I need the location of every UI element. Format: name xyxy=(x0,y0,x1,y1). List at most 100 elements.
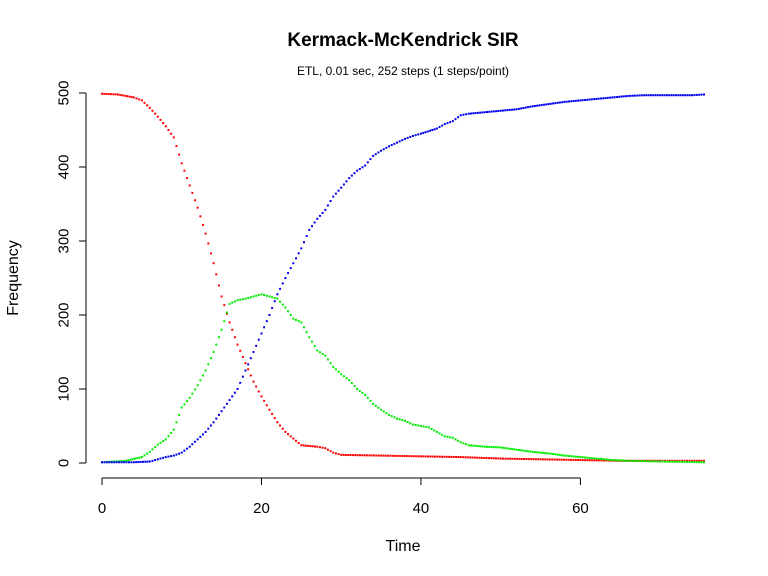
data-point xyxy=(313,345,316,348)
data-point xyxy=(656,94,659,97)
data-point xyxy=(441,433,444,436)
data-point xyxy=(126,95,129,98)
data-point xyxy=(681,460,684,463)
data-point xyxy=(345,180,348,183)
data-point xyxy=(616,459,619,462)
data-point xyxy=(483,456,486,459)
data-point xyxy=(223,304,226,307)
data-point xyxy=(558,101,561,104)
data-point xyxy=(415,455,418,458)
data-point xyxy=(302,326,305,329)
data-point xyxy=(241,375,244,378)
data-point xyxy=(138,456,141,459)
data-point xyxy=(403,419,406,422)
data-point xyxy=(380,408,383,411)
data-point xyxy=(321,352,324,355)
data-point xyxy=(492,457,495,460)
data-point xyxy=(287,310,290,313)
data-point xyxy=(255,385,258,388)
data-point xyxy=(579,99,582,102)
data-point xyxy=(186,177,189,180)
data-point xyxy=(419,132,422,135)
data-point xyxy=(110,461,113,464)
data-point xyxy=(624,95,627,98)
data-point xyxy=(209,252,212,255)
data-point xyxy=(241,355,244,358)
data-point xyxy=(351,454,354,457)
data-point xyxy=(134,457,137,460)
data-point xyxy=(492,110,495,113)
data-point xyxy=(138,98,141,101)
data-point xyxy=(162,440,165,443)
data-point xyxy=(364,393,367,396)
data-point xyxy=(524,449,527,452)
data-point xyxy=(537,458,540,461)
data-point xyxy=(647,94,650,97)
data-point xyxy=(570,458,573,461)
x-axis-label: Time xyxy=(386,538,421,555)
data-point xyxy=(490,457,493,460)
data-point xyxy=(136,457,139,460)
data-point xyxy=(426,455,429,458)
x-tick-label: 60 xyxy=(572,500,589,517)
data-point xyxy=(703,93,705,96)
data-point xyxy=(462,456,465,459)
data-point xyxy=(445,455,448,458)
data-point xyxy=(164,125,167,128)
data-point xyxy=(547,452,550,455)
data-point xyxy=(542,451,545,454)
data-point xyxy=(595,459,598,462)
data-point xyxy=(350,382,353,385)
data-point xyxy=(388,413,391,416)
data-point xyxy=(151,459,154,462)
data-point xyxy=(135,461,138,464)
data-point xyxy=(487,457,490,460)
chart-title: Kermack-McKendrick SIR xyxy=(287,30,519,51)
data-point xyxy=(635,459,638,462)
data-point xyxy=(329,450,332,453)
data-point xyxy=(239,349,242,352)
data-point xyxy=(434,455,437,458)
data-point xyxy=(196,384,199,387)
data-point xyxy=(579,459,582,462)
data-point xyxy=(353,172,356,175)
data-point xyxy=(191,392,194,395)
data-point xyxy=(244,369,247,372)
data-point xyxy=(366,454,369,457)
data-point xyxy=(565,458,568,461)
data-point xyxy=(223,406,226,409)
data-point xyxy=(639,460,642,463)
data-point xyxy=(506,457,509,460)
data-point xyxy=(546,458,549,461)
data-point xyxy=(212,262,215,265)
data-point xyxy=(310,225,313,228)
data-point xyxy=(326,448,329,451)
data-point xyxy=(172,136,175,139)
data-point xyxy=(390,415,393,418)
data-point xyxy=(679,94,682,97)
data-point xyxy=(310,340,313,343)
data-point xyxy=(497,446,500,449)
data-point xyxy=(541,458,544,461)
data-point xyxy=(406,136,409,139)
data-point xyxy=(130,461,133,464)
data-point xyxy=(422,131,425,134)
data-point xyxy=(685,459,688,462)
data-point xyxy=(255,344,258,347)
data-point xyxy=(103,92,106,95)
data-point xyxy=(620,459,623,462)
data-point xyxy=(577,458,580,461)
data-point xyxy=(188,184,191,187)
data-point xyxy=(110,93,113,96)
data-point xyxy=(388,145,391,148)
data-point xyxy=(474,444,477,447)
data-point xyxy=(316,349,319,352)
data-point xyxy=(492,446,495,449)
data-point xyxy=(396,417,399,420)
data-point xyxy=(556,453,559,456)
data-point xyxy=(548,458,551,461)
data-point xyxy=(398,418,401,421)
data-point xyxy=(178,153,181,156)
data-point xyxy=(633,459,636,462)
data-point xyxy=(568,455,571,458)
